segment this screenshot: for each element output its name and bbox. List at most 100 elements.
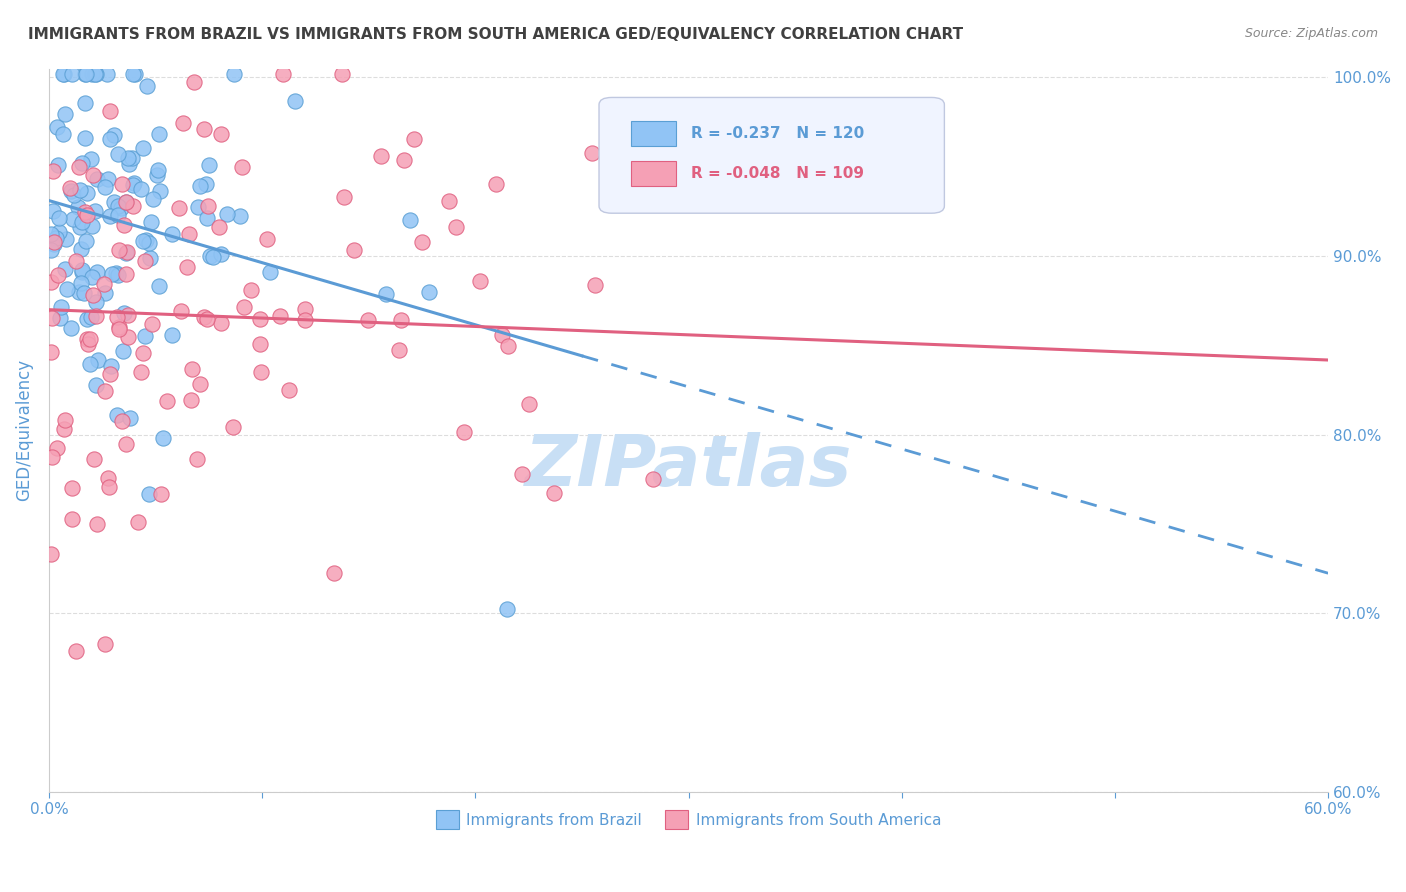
Point: [67, 285, 90, 300]
Point: [115, 194, 138, 209]
Point: [229, 210, 252, 224]
Point: [98, 103, 121, 118]
Point: [41, 311, 63, 326]
Point: [370, 149, 392, 163]
Point: [53, 106, 76, 120]
Point: [496, 601, 519, 615]
Point: [70, 277, 93, 291]
Point: [485, 177, 508, 191]
Point: [222, 67, 245, 81]
Point: [114, 437, 136, 451]
Point: [55, 261, 77, 276]
Point: [389, 313, 412, 327]
Point: [69, 183, 91, 197]
Point: [110, 202, 132, 216]
Point: [148, 162, 170, 177]
Text: R = -0.237   N = 120: R = -0.237 N = 120: [692, 126, 865, 141]
Point: [42, 235, 65, 249]
Point: [44, 236, 66, 251]
Point: [48, 211, 70, 225]
Point: [108, 319, 131, 334]
Point: [84, 310, 107, 324]
Point: [83, 452, 105, 467]
Point: [138, 486, 160, 500]
Point: [277, 383, 299, 397]
Point: [84, 67, 107, 81]
Point: [39, 547, 62, 561]
Point: [411, 235, 433, 250]
Point: [160, 327, 183, 342]
Point: [148, 127, 170, 141]
Point: [79, 357, 101, 371]
Point: [82, 219, 104, 234]
Point: [49, 311, 72, 326]
Point: [177, 227, 200, 241]
Point: [39, 243, 62, 257]
Point: [209, 127, 232, 141]
Point: [180, 393, 202, 408]
Point: [183, 75, 205, 89]
Point: [62, 188, 84, 202]
Point: [70, 263, 93, 277]
Point: [181, 361, 204, 376]
Point: [187, 201, 209, 215]
Point: [134, 254, 156, 268]
Point: [259, 265, 281, 279]
Point: [357, 312, 380, 326]
Point: [70, 243, 93, 257]
Point: [136, 79, 159, 94]
Point: [392, 153, 415, 167]
Point: [127, 515, 149, 529]
Point: [581, 146, 603, 161]
Point: [114, 246, 136, 260]
Point: [52, 127, 75, 141]
Point: [62, 67, 84, 81]
Point: [141, 317, 163, 331]
Point: [46, 268, 69, 282]
Point: [42, 204, 65, 219]
Y-axis label: GED/Equivalency: GED/Equivalency: [15, 359, 32, 501]
Point: [510, 467, 533, 482]
Point: [139, 215, 162, 229]
Point: [249, 365, 271, 379]
Point: [60, 482, 83, 496]
Point: [84, 203, 107, 218]
Point: [73, 131, 96, 145]
Text: Source: ZipAtlas.com: Source: ZipAtlas.com: [1244, 27, 1378, 40]
Point: [115, 267, 138, 281]
Point: [167, 201, 190, 215]
Point: [139, 251, 162, 265]
Point: [343, 244, 366, 258]
Point: [76, 186, 98, 201]
Point: [186, 452, 208, 467]
Point: [294, 301, 316, 316]
Point: [195, 312, 218, 326]
Point: [93, 277, 115, 292]
Point: [118, 157, 141, 171]
Point: [76, 312, 98, 326]
Point: [103, 195, 125, 210]
Point: [231, 160, 253, 174]
Point: [82, 288, 104, 302]
Point: [105, 409, 128, 423]
Point: [46, 441, 69, 455]
Point: [468, 274, 491, 288]
FancyBboxPatch shape: [599, 97, 945, 213]
Point: [103, 128, 125, 143]
Point: [112, 218, 135, 232]
Point: [202, 250, 225, 264]
Point: [46, 120, 69, 134]
Point: [76, 208, 98, 222]
Point: [517, 397, 540, 411]
Point: [543, 485, 565, 500]
Point: [79, 332, 101, 346]
Point: [82, 67, 104, 81]
Point: [73, 286, 96, 301]
Point: [195, 178, 218, 192]
Point: [271, 67, 294, 81]
Point: [73, 96, 96, 111]
Point: [437, 194, 460, 209]
Point: [269, 310, 291, 324]
Point: [215, 207, 238, 221]
Text: ZIPatlas: ZIPatlas: [524, 432, 852, 501]
